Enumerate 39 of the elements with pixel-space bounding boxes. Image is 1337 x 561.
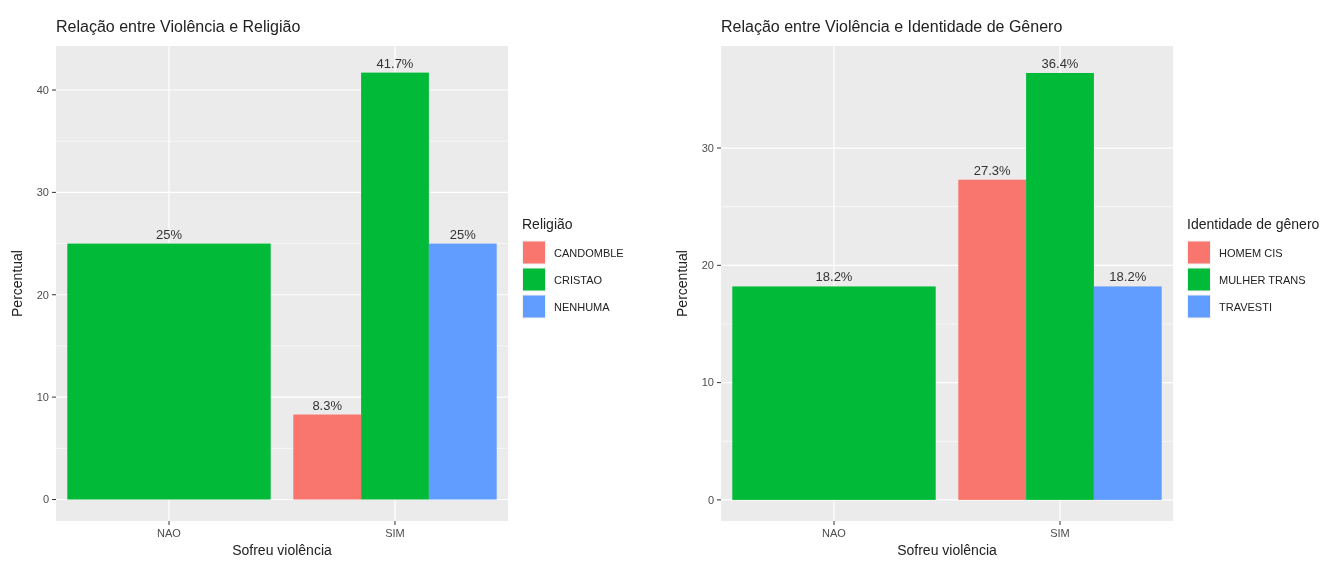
legend-label: TRAVESTI (1218, 300, 1272, 313)
data-label: 27.3% (973, 162, 1011, 178)
bar (1093, 286, 1162, 500)
y-tick-label: 40 (36, 83, 49, 96)
data-label: 25% (449, 226, 477, 242)
legend-label: CANDOMBLE (554, 246, 624, 259)
legend-label: NENHUMA (554, 300, 611, 313)
data-label: 25% (155, 226, 183, 242)
x-tick-label: NAO (821, 527, 846, 539)
y-axis-title: Percentual (9, 250, 25, 317)
y-tick-label: 10 (701, 376, 714, 389)
data-label: 41.7% (376, 55, 414, 71)
chart-title: Relação entre Violência e Religião (56, 18, 301, 35)
x-axis-title: Sofreu violência (896, 542, 997, 558)
bar (957, 179, 1026, 500)
legend-title: Identidade de gênero (1186, 215, 1320, 232)
y-tick-label: 20 (701, 259, 714, 272)
chart-title: Relação entre Violência e Identidade de Gênero (720, 18, 1062, 35)
y-tick-label: 30 (701, 141, 714, 154)
legend-title: Religião (522, 215, 573, 232)
x-tick-label: SIM (1049, 527, 1070, 539)
legend-label: CRISTAO (554, 273, 603, 286)
y-tick-label: 20 (36, 288, 49, 301)
x-axis-title: Sofreu violência (232, 542, 333, 558)
y-tick-label: 0 (707, 493, 714, 506)
data-label: 8.3% (312, 397, 343, 413)
legend-label: MULHER TRANS (1218, 273, 1306, 286)
y-axis-title: Percentual (673, 250, 690, 317)
bar (428, 243, 497, 500)
y-tick-label: 30 (36, 186, 49, 199)
x-tick-label: NAO (157, 527, 182, 539)
data-label: 18.2% (1108, 269, 1147, 285)
data-label: 36.4% (1041, 55, 1079, 71)
legend-label: HOMEM CIS (1218, 246, 1283, 259)
y-tick-label: 10 (36, 390, 49, 403)
data-label: 18.2% (815, 269, 853, 285)
x-tick-label: SIM (385, 527, 405, 539)
y-tick-label: 0 (42, 493, 49, 506)
bar (293, 414, 362, 500)
